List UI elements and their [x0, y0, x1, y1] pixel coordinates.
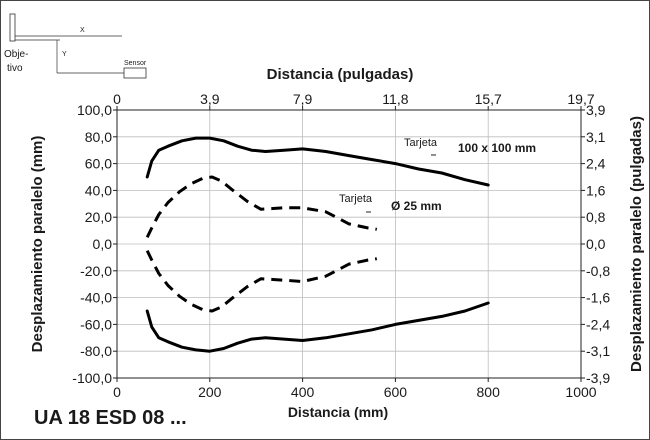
x-tick-label-4: 800: [477, 384, 501, 400]
x2-tick-label-0: 0: [113, 91, 121, 107]
x2-tick-label-2: 7,9: [293, 91, 313, 107]
series-1-upper-line: [145, 175, 378, 238]
y2-tick-label-8: 2,4: [586, 156, 606, 172]
series-0-upper-line: [145, 136, 490, 187]
measurement-schematic: X Y Obje- tivo Sensor: [4, 13, 147, 79]
x-tick-label-1: 200: [198, 384, 222, 400]
x-axis-title: Distancia (mm): [288, 404, 388, 420]
y2-tick-label-3: -1,6: [586, 290, 610, 306]
x-tick-label-5: 1000: [565, 384, 596, 400]
x2-tick-label-1: 3,9: [200, 91, 220, 107]
y2-tick-label-2: -2,4: [586, 316, 610, 332]
annotation-size-100: 100 x 100 mm: [458, 141, 536, 155]
x-tick-label-0: 0: [113, 384, 121, 400]
annotation-series-100: Tarjeta 100 x 100 mm: [404, 137, 536, 156]
x2-axis-ticks: 0 3,9 7,9 11,8 15,7 19,7: [113, 91, 595, 110]
y2-axis-title: Desplazamiento paralelo (pulgadas): [628, 116, 645, 372]
y-tick-label-8: 60,0: [85, 156, 112, 172]
chart-title: UA 18 ESD 08 ...: [34, 407, 187, 429]
schematic-x-label: X: [80, 27, 85, 34]
x2-tick-label-4: 15,7: [475, 91, 502, 107]
x-tick-label-2: 400: [291, 384, 315, 400]
x2-tick-label-3: 11,8: [382, 91, 408, 107]
y-axis-ticks: -100,0 -80,0 -60,0 -40,0 -20,0 0,0 20,0 40,0 60,…: [72, 102, 117, 386]
y-axis-title: Desplazamiento paralelo (mm): [29, 136, 46, 353]
annotation-series-25: Tarjeta Ø 25 mm: [339, 193, 442, 213]
y-tick-label-3: -40,0: [80, 290, 112, 306]
y-tick-label-0: -100,0: [72, 370, 112, 386]
schematic-y-label: Y: [62, 51, 67, 58]
y2-tick-label-0: -3,9: [586, 370, 610, 386]
y-tick-label-5: 0,0: [93, 236, 113, 252]
y-tick-label-10: 100,0: [77, 102, 112, 118]
x2-axis-title: Distancia (pulgadas): [267, 66, 414, 83]
schematic-object-label-1: Obje-: [4, 49, 28, 60]
y2-tick-label-4: -0,8: [586, 263, 610, 279]
series-0-lower-line: [145, 301, 490, 353]
y2-axis-ticks: -3,9 -3,1 -2,4 -1,6 -0,8 0,0 0,8 1,6 2,4 3,1 3,9: [581, 102, 610, 386]
series-1-lower-line: [145, 250, 378, 313]
annotation-size-25: Ø 25 mm: [391, 199, 442, 213]
x-axis-ticks: 0 200 400 600 800 1000: [113, 378, 597, 400]
x-tick-label-3: 600: [384, 384, 408, 400]
y-tick-label-9: 80,0: [85, 129, 112, 145]
schematic-sensor-label: Sensor: [124, 60, 147, 67]
y-tick-label-7: 40,0: [85, 182, 112, 198]
annotation-target-100: Tarjeta: [404, 137, 438, 149]
annotation-target-25: Tarjeta: [339, 193, 373, 205]
x2-tick-label-5: 19,7: [567, 91, 594, 107]
y2-tick-label-10: 3,9: [586, 102, 606, 118]
schematic-object-plate: [9, 13, 16, 42]
plot-area: -100,0 -80,0 -60,0 -40,0 -20,0 0,0 20,0 40,0 60,…: [72, 91, 610, 400]
y-tick-label-6: 20,0: [85, 209, 112, 225]
y-tick-label-4: -20,0: [80, 263, 112, 279]
y2-tick-label-5: 0,0: [586, 236, 606, 252]
y2-tick-label-7: 1,6: [586, 182, 606, 198]
y2-tick-label-6: 0,8: [586, 209, 606, 225]
series-layer: [145, 136, 490, 353]
y-tick-label-2: -60,0: [80, 316, 112, 332]
schematic-sensor-box: [123, 67, 147, 79]
y-tick-label-1: -80,0: [80, 343, 112, 359]
y2-tick-label-9: 3,1: [586, 129, 606, 145]
schematic-object-label-2: tivo: [7, 63, 23, 74]
y2-tick-label-1: -3,1: [586, 343, 610, 359]
